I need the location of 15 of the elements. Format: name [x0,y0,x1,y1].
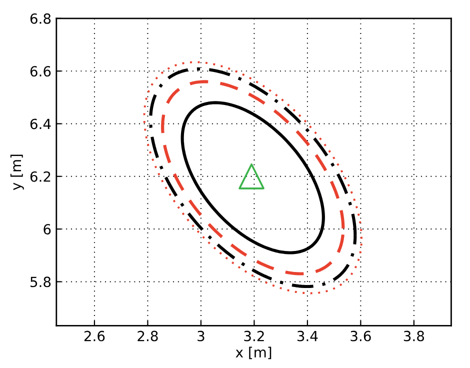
x-tick-label: 3 [198,330,204,342]
y-tick-label: 6.2 [30,171,50,182]
y-tick-label: 5.8 [30,276,51,288]
x-tick-label: 3.2 [244,330,264,342]
y-tick-label: 6.6 [30,66,51,77]
x-tick-label: 2.6 [84,330,105,342]
y-tick-label: 6.8 [30,13,51,24]
x-tick-label: 3.4 [297,330,318,342]
y-tick-label: 6.4 [30,118,51,130]
x-tick-label: 2.8 [138,330,158,342]
x-tick-label: 3.8 [404,330,424,342]
y-axis-title: y [m] [10,154,24,190]
x-axis-title: x [m] [236,346,272,360]
x-tick-label: 3.6 [350,330,371,342]
y-tick-label: 6 [44,224,51,235]
